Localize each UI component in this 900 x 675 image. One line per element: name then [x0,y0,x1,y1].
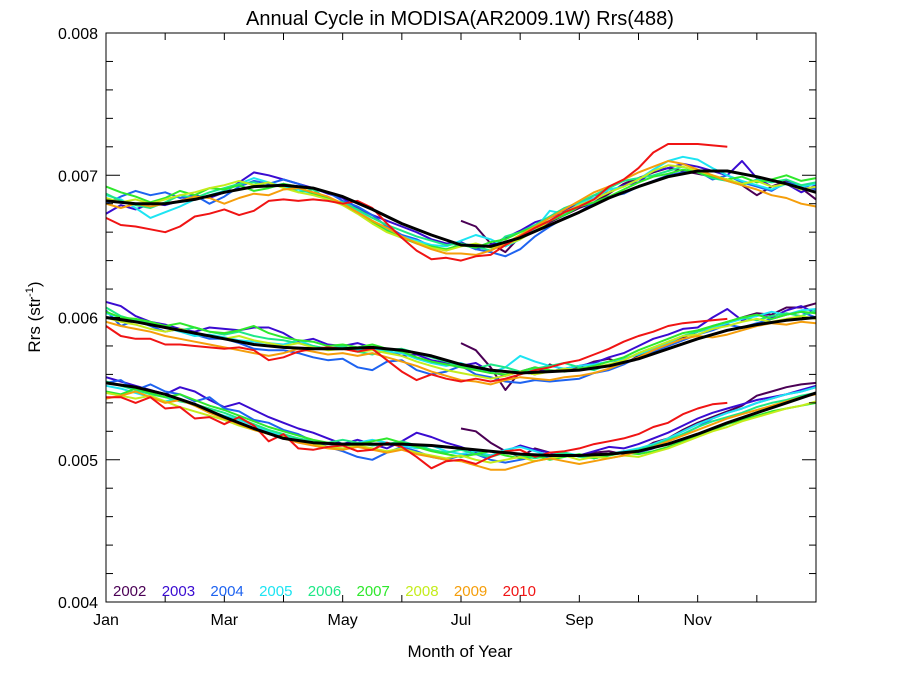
y-tick-label: 0.005 [58,453,98,470]
x-tick-label: May [328,612,358,629]
series-line-2007-band-2 [105,310,817,376]
legend-item-2004: 2004 [210,583,243,600]
series-line-2009-band-2 [105,320,817,386]
y-tick-label: 0.006 [58,311,98,328]
legend-item-2007: 2007 [357,583,390,600]
y-axis-label: Rrs (str-1) [24,281,44,352]
legend-item-2005: 2005 [259,583,292,600]
y-axis: 0.004 0.005 0.006 0.007 0.008 [58,26,816,612]
y-tick-label: 0.007 [58,168,98,185]
x-tick-label: Sep [565,612,594,629]
series-line-2010-band-3 [106,396,728,470]
legend-item-2003: 2003 [162,583,195,600]
y-tick-label: 0.004 [58,595,98,612]
series-line-2006-band-1 [105,165,817,252]
series-line-2010-band-2 [105,317,728,383]
legend-item-2010: 2010 [503,583,536,600]
series-line-2008-band-3 [105,391,817,464]
legend: 2002 2003 2004 2005 2006 2007 2008 2009 2010 [113,583,536,600]
x-axis-label: Month of Year [408,642,513,661]
legend-item-2008: 2008 [405,583,438,600]
x-tick-label: Mar [211,612,239,629]
plot-area [105,143,817,471]
legend-item-2002: 2002 [113,583,146,600]
chart-title: Annual Cycle in MODISA(AR2009.1W) Rrs(48… [246,8,674,30]
x-axis: Jan Mar May Jul Sep Nov [93,33,817,629]
x-tick-label: Jan [93,612,119,629]
y-axis-label-superscript: -1 [24,287,36,297]
legend-item-2006: 2006 [308,583,341,600]
y-axis-label-tail: ) [25,281,44,287]
climatology-line-band-3 [105,381,817,457]
series-line-2007-band-1 [105,168,817,251]
climatology-line-band-2 [105,316,817,375]
climatology-line-band-1 [105,169,817,248]
legend-item-2009: 2009 [454,583,487,600]
x-tick-label: Jul [451,612,471,629]
series-line-2002-band-3 [460,381,817,458]
series-line-2010-band-1 [105,143,728,262]
y-axis-label-main: Rrs (str [25,297,44,353]
plot-frame [105,32,817,603]
y-tick-label: 0.008 [58,26,98,43]
x-tick-label: Nov [683,612,711,629]
